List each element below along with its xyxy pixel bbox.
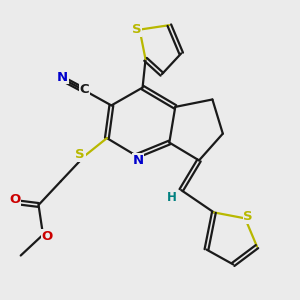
Text: N: N [133, 154, 144, 167]
Text: N: N [57, 71, 68, 84]
Text: O: O [9, 193, 20, 206]
Text: O: O [42, 230, 53, 243]
Text: C: C [80, 82, 89, 96]
Text: H: H [167, 191, 177, 204]
Text: S: S [132, 23, 141, 36]
Text: S: S [75, 148, 85, 161]
Text: S: S [243, 210, 253, 224]
